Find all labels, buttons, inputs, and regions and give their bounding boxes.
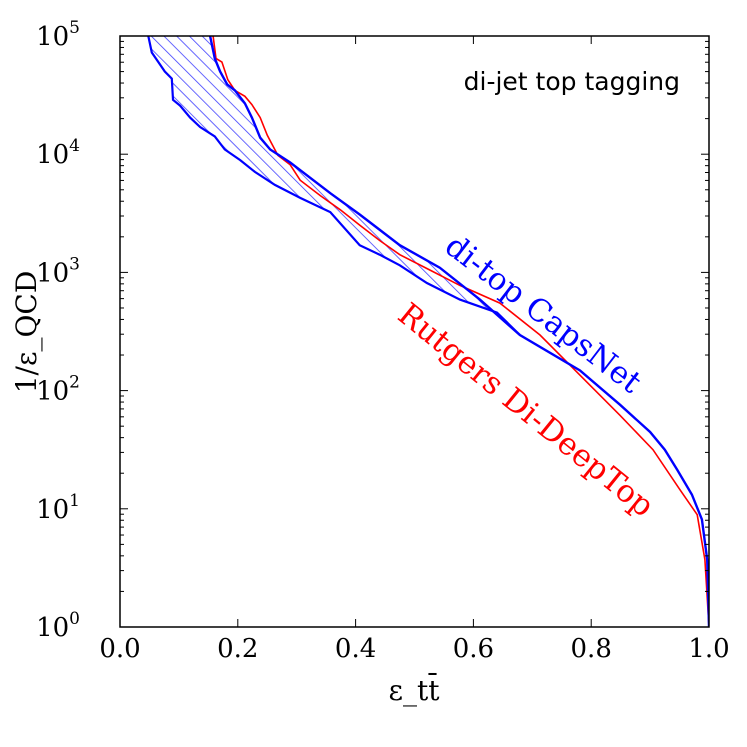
capsnet-lower-line bbox=[147, 36, 521, 336]
y-tick-exponent: 3 bbox=[69, 254, 80, 274]
x-axis-label: ε_tt̄ bbox=[388, 672, 440, 707]
chart-title: di-jet top tagging bbox=[464, 67, 680, 96]
plot-frame bbox=[119, 35, 710, 628]
y-axis-label: 1/ε_QCD bbox=[10, 271, 43, 394]
rutgers-line bbox=[212, 36, 709, 627]
x-tick-label: 0.4 bbox=[335, 634, 376, 664]
y-tick-exponent: 1 bbox=[69, 491, 80, 511]
y-tick-label: 100 bbox=[36, 609, 80, 643]
y-tick-base: 10 bbox=[36, 495, 69, 525]
y-tick-exponent: 4 bbox=[69, 136, 80, 156]
y-tick-base: 10 bbox=[36, 140, 69, 170]
x-tick-label: 0.8 bbox=[571, 634, 612, 664]
capsnet-uncertainty-band bbox=[148, 36, 520, 335]
x-tick-label: 0.2 bbox=[217, 634, 258, 664]
y-tick-base: 10 bbox=[36, 613, 69, 643]
x-tick-label: 0.6 bbox=[453, 634, 494, 664]
y-tick-base: 10 bbox=[36, 22, 69, 52]
y-tick-exponent: 2 bbox=[69, 373, 80, 393]
y-tick-exponent: 5 bbox=[69, 18, 80, 38]
y-tick-base: 10 bbox=[36, 258, 69, 288]
y-tick-label: 103 bbox=[36, 254, 80, 288]
y-tick-exponent: 0 bbox=[69, 609, 80, 629]
series-label-rutgers: Rutgers Di-DeepTop bbox=[391, 296, 661, 524]
y-tick-label: 101 bbox=[36, 491, 80, 525]
capsnet-upper-line bbox=[208, 36, 709, 627]
x-tick-label: 0.0 bbox=[99, 634, 140, 664]
y-tick-label: 102 bbox=[36, 373, 80, 407]
y-tick-label: 105 bbox=[36, 18, 80, 52]
x-tick-label: 1.0 bbox=[688, 634, 729, 664]
y-tick-base: 10 bbox=[36, 377, 69, 407]
y-tick-label: 104 bbox=[36, 136, 80, 170]
